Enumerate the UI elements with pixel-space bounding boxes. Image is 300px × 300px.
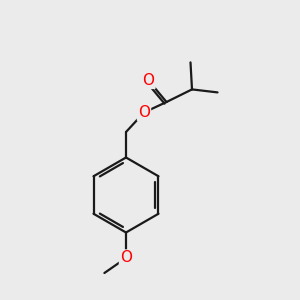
Text: O: O bbox=[138, 105, 150, 120]
Text: O: O bbox=[120, 250, 132, 266]
Text: O: O bbox=[142, 73, 154, 88]
